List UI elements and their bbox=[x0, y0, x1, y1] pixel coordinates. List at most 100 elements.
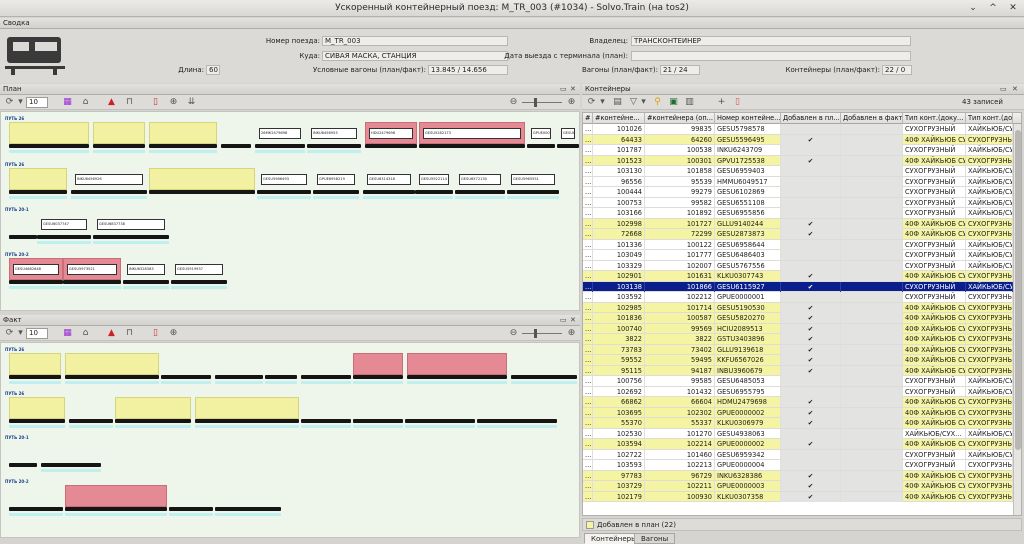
wagon[interactable] bbox=[511, 353, 577, 391]
dropdown-icon[interactable]: ▾ bbox=[18, 97, 23, 107]
wagon[interactable] bbox=[149, 168, 255, 206]
table-row[interactable]: ... 100740 99569 HCIU2089513 ✔ 40Ф ХАЙКЬЮБ СУ… bbox=[583, 323, 1021, 334]
excel-icon[interactable]: ▣ bbox=[669, 97, 678, 107]
container-band[interactable] bbox=[149, 168, 255, 190]
table-row[interactable]: ... 103329 102007 GESU5767556 СУХОГРУЗНЫЙ ХАЙ… bbox=[583, 260, 1021, 271]
add-icon[interactable]: ⊕ bbox=[169, 97, 178, 107]
wagon[interactable]: GESU6037747 bbox=[37, 213, 91, 251]
containers-close-icon[interactable]: ✕ bbox=[1012, 85, 1018, 93]
owner-field[interactable]: ТРАНСКОНТЕЙНЕР bbox=[631, 36, 911, 46]
zoom-out-icon[interactable]: ⊖ bbox=[509, 97, 518, 107]
plan-schema[interactable]: ПУТЬ 26 26МК2479698 INKU6456953 HDU2479698 G… bbox=[0, 111, 580, 311]
wagon[interactable] bbox=[93, 122, 145, 160]
col-container-number[interactable]: Номер контейне... bbox=[717, 113, 781, 124]
warning-icon[interactable]: ▲ bbox=[108, 97, 115, 107]
filter-icon[interactable]: ▽ bbox=[630, 97, 637, 107]
table-row[interactable]: ... 102901 101631 KLKU0307743 ✔ 40Ф ХАЙКЬЮБ С… bbox=[583, 271, 1021, 282]
delete-icon[interactable]: ▯ bbox=[153, 328, 158, 338]
columns-icon[interactable]: ▤ bbox=[613, 97, 622, 107]
clear-filter-icon[interactable]: ⚲ bbox=[654, 97, 661, 107]
maximize-button[interactable]: ^ bbox=[989, 3, 997, 13]
refresh-icon[interactable]: ⟳ bbox=[5, 97, 14, 107]
refresh-icon[interactable]: ⟳ bbox=[587, 97, 596, 107]
destination-field[interactable]: СИВАЯ МАСКА, СТАНЦИЯ bbox=[322, 51, 508, 61]
container-box[interactable]: HDU2479698 bbox=[369, 128, 413, 139]
container-band[interactable] bbox=[65, 485, 167, 507]
wagon[interactable] bbox=[477, 397, 557, 435]
wagon[interactable]: INKU6456926 bbox=[71, 168, 147, 206]
close-button[interactable]: ✕ bbox=[1009, 3, 1017, 13]
wagon[interactable] bbox=[9, 353, 61, 391]
container-box[interactable]: GPUE0000001 bbox=[531, 128, 551, 139]
container-band[interactable] bbox=[93, 122, 145, 144]
plan-zoom-spin[interactable]: 10 bbox=[26, 97, 48, 108]
table-row[interactable]: ... 96556 95539 HMMU6049517 СУХОГРУЗНЫЙ ХАЙКЬ… bbox=[583, 176, 1021, 187]
wagon-icon[interactable]: ⊓ bbox=[125, 328, 134, 338]
table-row[interactable]: ... 103130 101858 GESU6959403 СУХОГРУЗНЫЙ ХАЙ… bbox=[583, 166, 1021, 177]
length-field[interactable]: 60 bbox=[206, 65, 220, 75]
plan-collapse-icon[interactable]: ▭ bbox=[560, 85, 567, 93]
wagon[interactable] bbox=[353, 353, 403, 391]
delete-icon[interactable]: ▯ bbox=[153, 97, 158, 107]
wagon[interactable] bbox=[9, 122, 89, 160]
sort-icon[interactable]: ⇊ bbox=[187, 97, 196, 107]
wagon[interactable]: GESU6952181 bbox=[557, 122, 579, 160]
train-number-field[interactable]: M_TR_003 bbox=[322, 36, 508, 46]
container-box[interactable]: GESU5282173 bbox=[423, 128, 521, 139]
container-band[interactable] bbox=[9, 353, 61, 375]
containers-field[interactable]: 22 / 0 bbox=[882, 65, 912, 75]
table-row[interactable]: ... 100753 99582 GESU6551108 СУХОГРУЗНЫЙ ХАЙК… bbox=[583, 197, 1021, 208]
fact-zoom-spin[interactable]: 10 bbox=[26, 328, 48, 339]
filter-dropdown-icon[interactable]: ▾ bbox=[641, 97, 646, 107]
wagon[interactable]: GESU5973521 bbox=[63, 258, 121, 296]
table-row[interactable]: ... 103695 102302 GPUE0000002 ✔ 40Ф ХАЙКЬЮБ С… bbox=[583, 407, 1021, 418]
wagon[interactable] bbox=[169, 485, 213, 523]
add-icon[interactable]: ⊕ bbox=[169, 328, 178, 338]
wagon[interactable] bbox=[195, 397, 299, 435]
wagon[interactable]: GESU6572130 bbox=[455, 168, 505, 206]
table-row[interactable]: ... 102998 101727 GLLU9140244 ✔ 40Ф ХАЙКЬЮБ С… bbox=[583, 218, 1021, 229]
delete-record-icon[interactable]: ▯ bbox=[735, 97, 740, 107]
wagon[interactable] bbox=[301, 353, 351, 391]
wagon[interactable]: GESU4682648 bbox=[9, 258, 63, 296]
fact-collapse-icon[interactable]: ▭ bbox=[560, 316, 567, 324]
wagon[interactable] bbox=[9, 213, 37, 251]
wagon[interactable] bbox=[41, 441, 101, 479]
scrollbar-thumb[interactable] bbox=[1015, 130, 1021, 450]
container-band[interactable] bbox=[115, 397, 191, 419]
trash-icon[interactable]: ⌂ bbox=[82, 97, 89, 107]
wagon[interactable]: GESU5965551 bbox=[507, 168, 559, 206]
palette-icon[interactable]: ▦ bbox=[63, 97, 72, 107]
wagon[interactable]: GESU5919937 bbox=[171, 258, 227, 296]
table-row[interactable]: ... 101026 99835 GESU5798578 СУХОГРУЗНЫЙ ХАЙК… bbox=[583, 124, 1021, 135]
cond-wagons-field[interactable]: 13.845 / 14.656 bbox=[428, 65, 508, 75]
wagon[interactable] bbox=[221, 122, 251, 160]
col-added-plan[interactable]: Добавлен в пл... bbox=[783, 113, 841, 124]
container-box[interactable]: GPUE6958219 bbox=[317, 174, 355, 185]
table-row[interactable]: ... 103049 101777 GESU6486403 СУХОГРУЗНЫЙ ХАЙ… bbox=[583, 250, 1021, 261]
wagon[interactable] bbox=[215, 353, 263, 391]
table-row[interactable]: ... 102530 101270 GESU4938063 ХАЙКЬЮБ/СУХ...… bbox=[583, 428, 1021, 439]
container-box[interactable]: INKU6456926 bbox=[75, 174, 143, 185]
dropdown-icon[interactable]: ▾ bbox=[600, 97, 605, 107]
container-box[interactable]: GESU5965551 bbox=[511, 174, 555, 185]
container-box[interactable]: INKU6328383 bbox=[127, 264, 165, 275]
palette-icon[interactable]: ▦ bbox=[63, 328, 72, 338]
zoom-slider-handle[interactable] bbox=[534, 329, 537, 338]
container-box[interactable]: INKU6456953 bbox=[311, 128, 357, 139]
wagon[interactable] bbox=[9, 485, 63, 523]
containers-collapse-icon[interactable]: ▭ bbox=[1000, 85, 1007, 93]
fact-close-icon[interactable]: ✕ bbox=[570, 316, 576, 324]
wagon[interactable] bbox=[9, 168, 67, 206]
zoom-slider[interactable] bbox=[522, 333, 562, 334]
wagon[interactable] bbox=[215, 485, 281, 523]
zoom-in-icon[interactable]: ⊕ bbox=[567, 97, 576, 107]
wagon[interactable]: GESU5922114 bbox=[415, 168, 453, 206]
table-row[interactable]: ... 102722 101460 GESU6959342 СУХОГРУЗНЫЙ ХАЙ… bbox=[583, 449, 1021, 460]
wagon[interactable] bbox=[115, 397, 191, 435]
container-box[interactable]: GESU5922114 bbox=[419, 174, 449, 185]
col-index[interactable]: # bbox=[583, 113, 593, 124]
wagon[interactable] bbox=[149, 122, 217, 160]
